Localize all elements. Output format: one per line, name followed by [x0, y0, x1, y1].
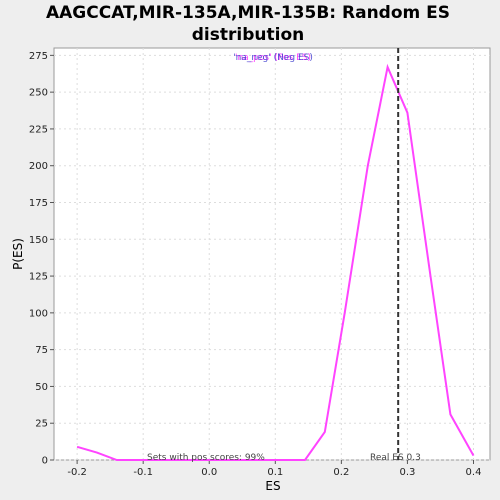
y-tick-label: 50 [35, 382, 48, 393]
y-tick-label: 75 [35, 345, 48, 356]
y-tick-label: 200 [29, 161, 48, 172]
y-tick-label: 250 [29, 88, 48, 99]
y-tick-label: 175 [29, 198, 48, 209]
legend-entry-pos: 'na_pos' (Pos ES) [235, 53, 311, 63]
y-tick-label: 225 [29, 124, 48, 135]
series-layer [76, 63, 475, 461]
axes: 0 25 50 75 100 125 150 175 200 225 250 275 -0.2 -0.1 0… [29, 51, 482, 478]
legend-entry-neg: 'na_neg' (Neg ES) [233, 53, 313, 63]
y-tick-label: 25 [35, 419, 48, 430]
x-tick-label: 0.4 [466, 467, 482, 478]
y-tick-label: 275 [29, 51, 48, 62]
x-tick-label: -0.1 [133, 467, 153, 478]
grid [54, 48, 490, 461]
x-axis-label: ES [265, 479, 280, 493]
es-distribution-line [76, 63, 475, 461]
y-tick-label: 150 [29, 235, 48, 246]
y-tick-label: 125 [29, 272, 48, 283]
chart-title-line2: distribution [192, 25, 304, 45]
real-es-annotation: Real ES 0.3 [370, 453, 421, 463]
y-axis-label: P(ES) [11, 238, 25, 270]
x-tick-label: 0.2 [333, 467, 349, 478]
pos-scores-annotation: Sets with pos scores: 99% [147, 453, 265, 463]
x-tick-label: 0.3 [399, 467, 415, 478]
y-tick-label: 0 [42, 456, 48, 467]
y-tick-label: 100 [29, 308, 48, 319]
plot-area [53, 47, 491, 461]
x-tick-label: 0.1 [267, 467, 283, 478]
x-tick-label: -0.2 [67, 467, 87, 478]
chart-title-line1: AAGCCAT,MIR-135A,MIR-135B: Random ES [46, 3, 450, 23]
x-tick-label: 0.0 [201, 467, 217, 478]
